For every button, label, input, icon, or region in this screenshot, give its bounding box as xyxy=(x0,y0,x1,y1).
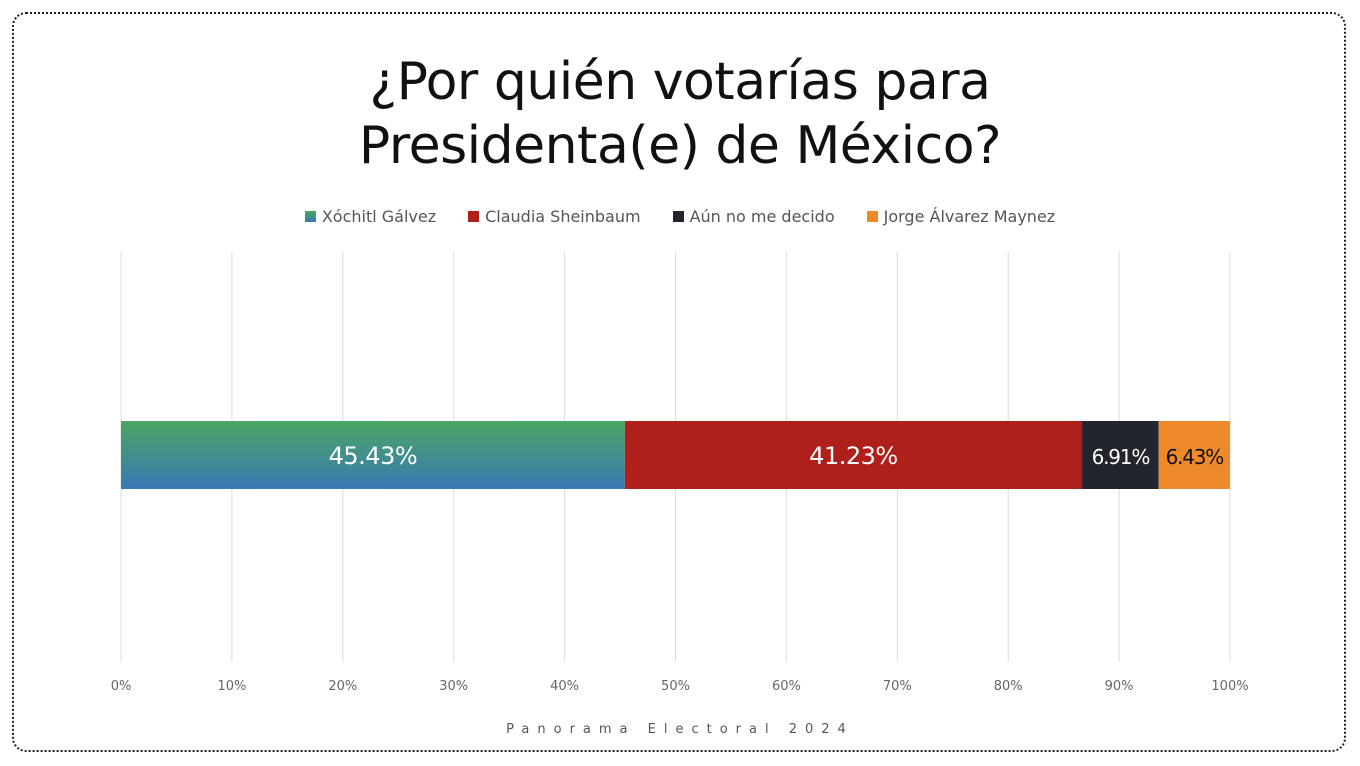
x-tick-label: 30% xyxy=(439,679,468,694)
legend-label: Jorge Álvarez Maynez xyxy=(883,206,1056,226)
data-label: 41.23% xyxy=(809,442,898,470)
bar-segment xyxy=(1158,421,1230,489)
title-line-2: Presidenta(e) de México? xyxy=(358,116,1002,176)
x-tick-label: 60% xyxy=(772,679,801,694)
title-line-1: ¿Por quién votarías para xyxy=(369,52,992,112)
legend-label: Claudia Sheinbaum xyxy=(485,206,641,226)
x-tick-label: 80% xyxy=(994,679,1023,694)
chart-title: ¿Por quién votarías para Presidenta(e) d… xyxy=(0,50,1360,178)
legend-swatch xyxy=(304,210,316,222)
x-tick-label: 70% xyxy=(883,679,912,694)
x-tick-label: 50% xyxy=(661,679,690,694)
x-tick-label: 100% xyxy=(1211,679,1248,694)
data-label: 6.91% xyxy=(1092,445,1150,469)
legend-swatch xyxy=(866,210,878,222)
legend-item: Xóchitl Gálvez xyxy=(304,206,437,226)
x-tick-label: 90% xyxy=(1105,679,1134,694)
bar-segment xyxy=(121,421,625,489)
legend-label: Xóchitl Gálvez xyxy=(321,206,437,226)
legend-swatch xyxy=(468,210,480,222)
legend: Xóchitl Gálvez Claudia Sheinbaum Aún no me… xyxy=(0,203,1360,229)
data-label: 6.43% xyxy=(1166,445,1224,469)
x-tick-label: 10% xyxy=(217,679,246,694)
x-tick-label: 20% xyxy=(328,679,357,694)
chart-frame xyxy=(12,12,1346,752)
legend-item: Aún no me decido xyxy=(672,206,835,226)
legend-label: Aún no me decido xyxy=(689,206,835,226)
legend-item: Claudia Sheinbaum xyxy=(468,206,641,226)
bar-segment xyxy=(1082,421,1159,489)
x-tick-label: 0% xyxy=(111,679,132,694)
legend-swatch xyxy=(672,210,684,222)
data-label: 45.43% xyxy=(329,442,418,470)
footer-caption: Panorama Electoral 2024 xyxy=(506,722,854,737)
legend-item: Jorge Álvarez Maynez xyxy=(866,206,1056,226)
x-tick-label: 40% xyxy=(550,679,579,694)
bar-segment xyxy=(624,421,1083,489)
